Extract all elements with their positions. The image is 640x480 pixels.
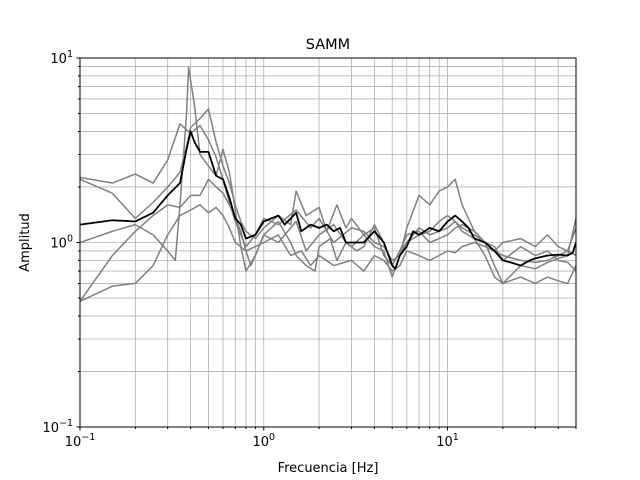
x-tick-label: 101 [436, 432, 459, 450]
y-tick-label: 10−1 [42, 418, 73, 436]
grid-lines [79, 57, 577, 428]
series-line-mean [80, 130, 576, 270]
series-line-4 [80, 204, 576, 302]
y-tick-label: 100 [50, 234, 73, 252]
x-tick-label: 100 [252, 432, 275, 450]
y-axis-label: Amplitud [18, 213, 33, 272]
chart-title: SAMM [306, 37, 350, 53]
x-axis-label: Frecuencia [Hz] [278, 461, 379, 476]
axis-ticks: 10−1 100 101 10−1 100 101 [42, 49, 577, 450]
x-tick-label: 10−1 [65, 432, 96, 450]
plot-frame [79, 57, 577, 428]
series-line-3 [80, 66, 576, 285]
series-line-1 [80, 123, 576, 264]
y-tick-label: 101 [50, 49, 73, 67]
series-layer [80, 66, 576, 302]
